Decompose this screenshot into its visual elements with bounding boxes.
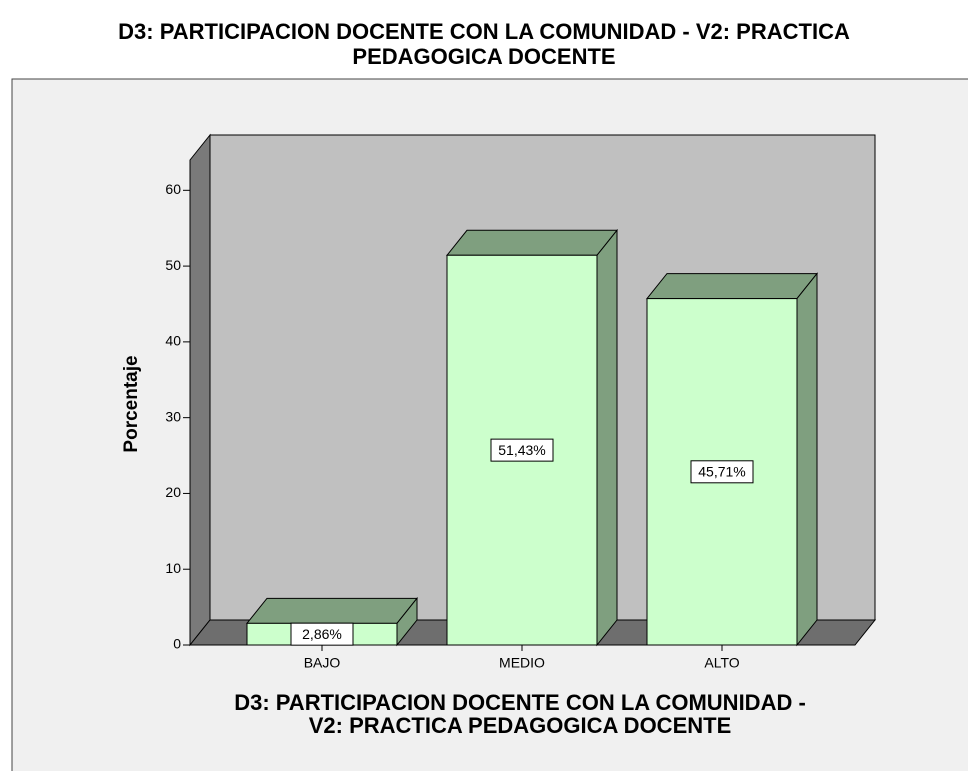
y-tick-label: 20 — [165, 484, 181, 500]
chart-title: D3: PARTICIPACION DOCENTE CON LA COMUNID… — [118, 19, 850, 44]
bar-top — [645, 273, 819, 300]
x-tick-label: BAJO — [304, 655, 341, 671]
bar-top — [445, 229, 619, 256]
value-label: 2,86% — [302, 626, 342, 642]
bar-side — [796, 272, 818, 647]
y-tick-label: 60 — [165, 181, 181, 197]
y-axis-label: Porcentaje — [121, 355, 142, 452]
value-label: 51,43% — [498, 442, 545, 458]
x-axis-label: V2: PRACTICA PEDAGOGICA DOCENTE — [309, 713, 732, 738]
value-label-box — [490, 438, 554, 462]
x-axis-label: D3: PARTICIPACION DOCENTE CON LA COMUNID… — [234, 690, 806, 715]
value-label-box — [690, 460, 754, 484]
y-tick-label: 30 — [165, 408, 181, 424]
value-label-box — [290, 622, 354, 646]
y-tick-label: 0 — [173, 636, 181, 652]
y-tick-label: 10 — [165, 560, 181, 576]
x-tick-label: MEDIO — [499, 655, 545, 671]
y-tick-label: 50 — [165, 257, 181, 273]
value-label: 45,71% — [698, 464, 745, 480]
bar-side — [596, 228, 618, 647]
side-wall — [189, 133, 211, 647]
bar-top — [245, 597, 419, 624]
chart-title: PEDAGOGICA DOCENTE — [352, 44, 615, 69]
y-tick-label: 40 — [165, 333, 181, 349]
x-tick-label: ALTO — [704, 655, 739, 671]
